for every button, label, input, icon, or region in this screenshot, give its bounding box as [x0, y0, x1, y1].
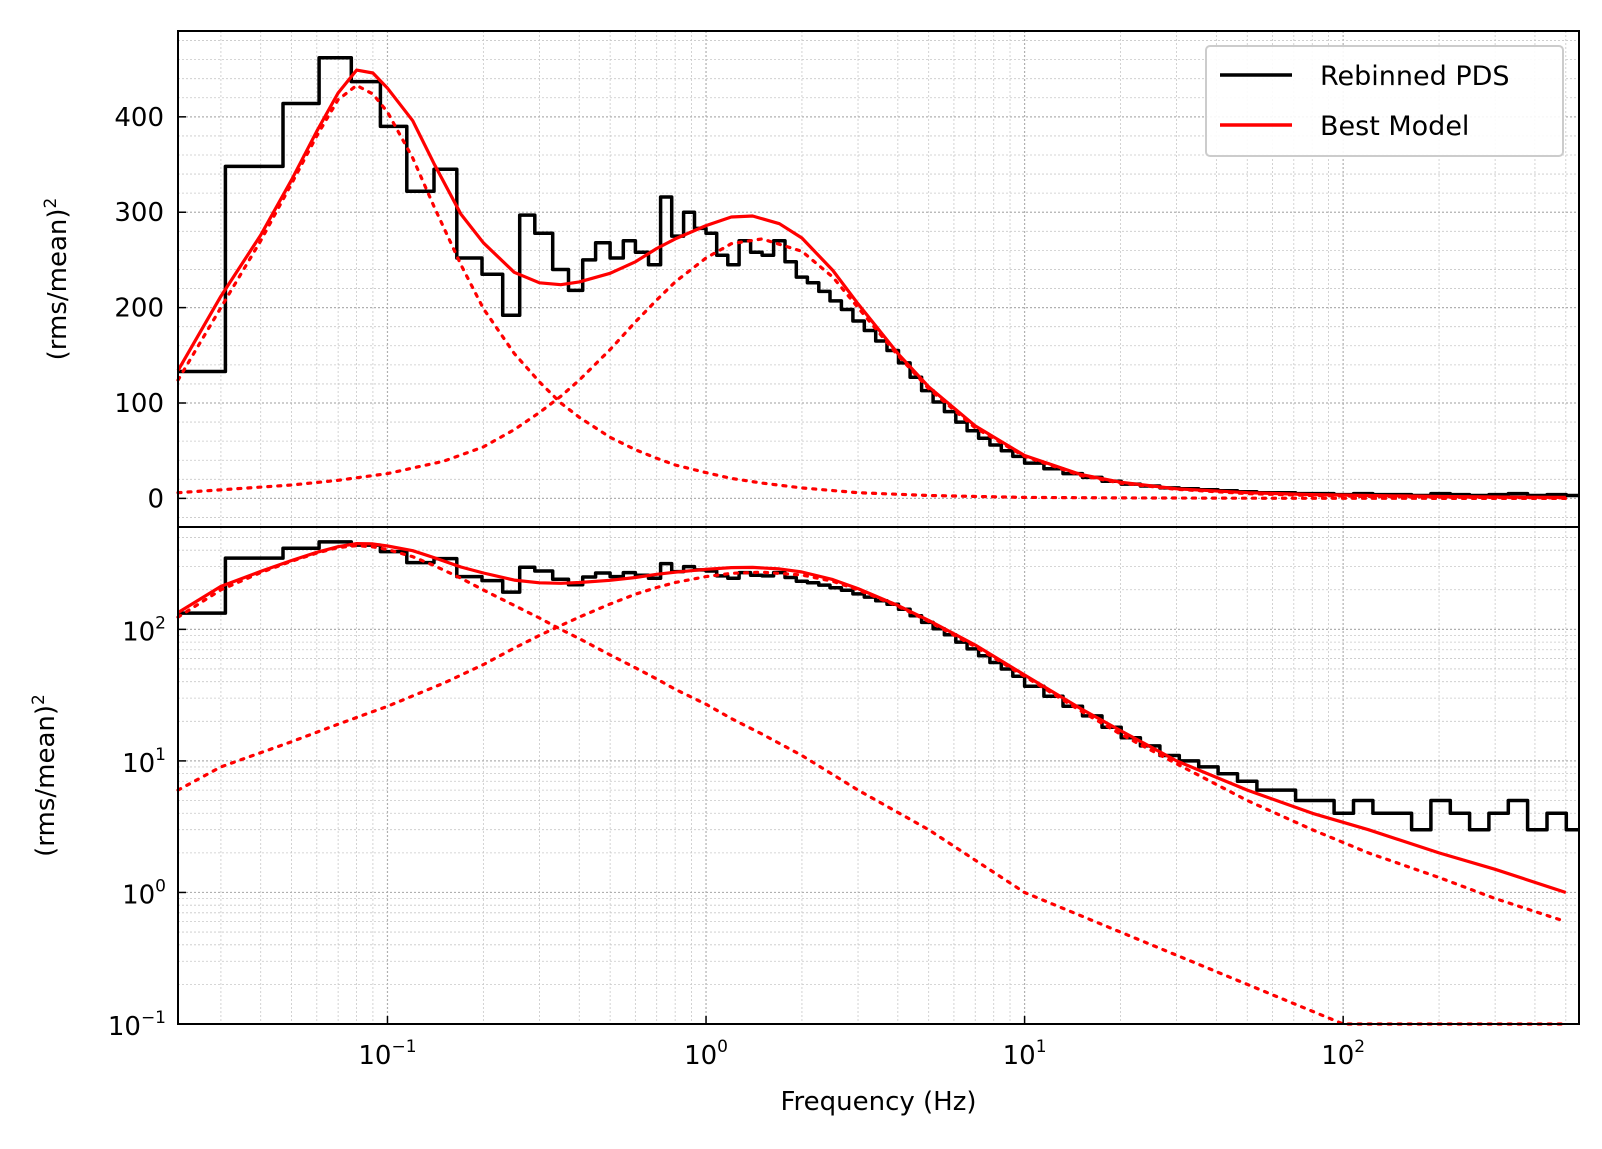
component-3-line [176, 570, 1568, 924]
legend: Rebinned PDS Best Model [1205, 45, 1564, 157]
top-panel: 0 100 200 300 400 (rms/mean)2 Rebinned PDS B… [41, 30, 1580, 528]
bottom-y-axis-label-text: (rms/mean) [31, 705, 61, 857]
top-grid [178, 31, 1579, 527]
legend-box [1205, 45, 1564, 157]
x-axis-label: Frequency (Hz) [780, 1087, 976, 1117]
top-y-axis-label-exponent: 2 [41, 198, 61, 209]
top-y-axis-label-text: (rms/mean) [43, 208, 73, 360]
y-tick-label: 300 [114, 198, 164, 228]
top-y-tick-labels: 0 100 200 300 400 [114, 103, 186, 514]
component-3-line [176, 237, 1568, 500]
y-tick-label: 200 [114, 294, 164, 324]
legend-label-rebinned-pds: Rebinned PDS [1320, 61, 1510, 92]
y-tick-label: 0 [147, 484, 164, 514]
component-2-line [176, 83, 1568, 500]
y-tick-label: 400 [114, 103, 164, 133]
bottom-y-axis-label-exponent: 2 [29, 694, 49, 705]
y-tick-label: 102 [122, 613, 166, 647]
bottom-series-layer [176, 540, 1579, 1026]
x-tick-labels: 10−1 100 101 102 [358, 1016, 1365, 1071]
x-tick-label: 102 [1321, 1037, 1365, 1071]
component-2-line [176, 544, 1568, 1026]
best-model-line [177, 542, 1567, 895]
bottom-y-tick-labels: 10−1 100 101 102 [108, 613, 186, 1042]
bottom-axes-frame [177, 526, 1580, 1025]
bottom-grid [178, 526, 1579, 1025]
y-tick-label: 100 [122, 876, 166, 910]
legend-label-best-model: Best Model [1320, 111, 1469, 142]
bottom-y-axis-label: (rms/mean)2 [29, 694, 61, 857]
y-tick-label: 100 [114, 389, 164, 419]
y-tick-label: 101 [122, 745, 166, 779]
top-y-axis-label: (rms/mean)2 [41, 198, 73, 361]
x-tick-label: 101 [1003, 1037, 1047, 1071]
x-tick-label: 10−1 [358, 1037, 416, 1071]
y-tick-label: 10−1 [108, 1008, 166, 1042]
x-tick-label: 100 [684, 1037, 728, 1071]
top-series-layer [176, 55, 1579, 500]
rebinned-pds-line [178, 540, 1579, 832]
